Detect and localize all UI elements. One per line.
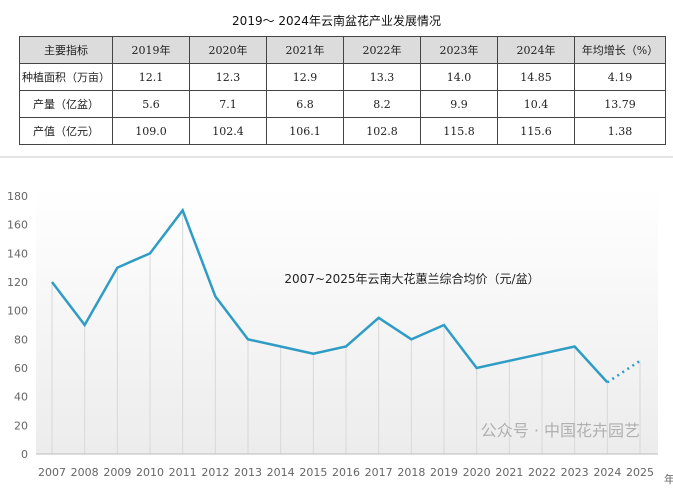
x-tick-label: 2009	[103, 466, 131, 479]
column-header: 2024年	[498, 37, 575, 64]
x-tick-label: 2013	[234, 466, 262, 479]
column-header: 2022年	[344, 37, 421, 64]
table-cell: 7.1	[190, 91, 267, 118]
x-axis-label: 年	[664, 472, 673, 486]
column-header: 2020年	[190, 37, 267, 64]
column-header: 2023年	[421, 37, 498, 64]
y-tick-label: 120	[7, 276, 28, 289]
plot-background	[36, 188, 658, 454]
table-cell: 1.38	[575, 118, 666, 145]
table-cell: 106.1	[267, 118, 344, 145]
x-tick-label: 2019	[430, 466, 458, 479]
table-cell: 6.8	[267, 91, 344, 118]
table-cell: 102.4	[190, 118, 267, 145]
table-cell: 13.3	[344, 64, 421, 91]
x-tick-label: 2021	[495, 466, 523, 479]
column-header: 主要指标	[20, 37, 113, 64]
y-tick-label: 20	[14, 419, 28, 432]
x-tick-label: 2016	[332, 466, 360, 479]
y-tick-label: 0	[21, 448, 28, 461]
x-tick-label: 2015	[299, 466, 327, 479]
x-tick-label: 2017	[365, 466, 393, 479]
x-tick-label: 2008	[71, 466, 99, 479]
y-tick-label: 160	[7, 219, 28, 232]
table-cell: 14.0	[421, 64, 498, 91]
x-tick-label: 2025	[626, 466, 654, 479]
table-cell: 10.4	[498, 91, 575, 118]
table-cell: 产量（亿盆）	[20, 91, 113, 118]
x-tick-label: 2020	[463, 466, 491, 479]
y-tick-label: 40	[14, 391, 28, 404]
table-cell: 12.3	[190, 64, 267, 91]
x-tick-label: 2010	[136, 466, 164, 479]
table-cell: 14.85	[498, 64, 575, 91]
table-cell: 4.19	[575, 64, 666, 91]
y-tick-label: 100	[7, 305, 28, 318]
table-cell: 种植面积（万亩）	[20, 64, 113, 91]
watermark: 公众号 · 中国花卉园艺	[481, 421, 640, 440]
column-header: 年均增长（%）	[575, 37, 666, 64]
x-tick-label: 2023	[561, 466, 589, 479]
table-cell: 12.1	[113, 64, 190, 91]
chart-title: 2007~2025年云南大花蕙兰综合均价（元/盆）	[284, 271, 539, 286]
y-tick-label: 80	[14, 333, 28, 346]
y-tick-label: 180	[7, 190, 28, 203]
column-header: 2021年	[267, 37, 344, 64]
table-cell: 9.9	[421, 91, 498, 118]
x-tick-label: 2014	[267, 466, 295, 479]
table-cell: 12.9	[267, 64, 344, 91]
table-cell: 109.0	[113, 118, 190, 145]
table-cell: 8.2	[344, 91, 421, 118]
x-tick-label: 2012	[201, 466, 229, 479]
column-header: 2019年	[113, 37, 190, 64]
x-tick-label: 2011	[169, 466, 197, 479]
table-cell: 产值（亿元）	[20, 118, 113, 145]
x-tick-label: 2022	[528, 466, 556, 479]
table-cell: 13.79	[575, 91, 666, 118]
x-tick-label: 2018	[397, 466, 425, 479]
x-tick-label: 2007	[38, 466, 66, 479]
y-tick-label: 140	[7, 247, 28, 260]
table-cell: 115.6	[498, 118, 575, 145]
x-tick-label: 2024	[593, 466, 621, 479]
table-cell: 115.8	[421, 118, 498, 145]
table-title: 2019～ 2024年云南盆花产业发展情况	[0, 12, 673, 29]
y-tick-label: 60	[14, 362, 28, 375]
table-cell: 102.8	[344, 118, 421, 145]
table-cell: 5.6	[113, 91, 190, 118]
